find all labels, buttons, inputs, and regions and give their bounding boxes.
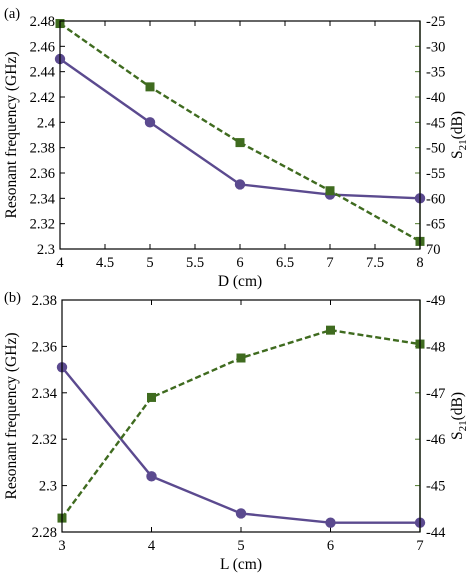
right-y-tick-label: -49 — [426, 293, 445, 309]
panel-b-plot-frame — [61, 299, 421, 533]
right-y-tick-label: -65 — [426, 217, 445, 233]
x-tick-label: 8 — [416, 255, 423, 271]
x-tick-label: 4 — [56, 255, 64, 271]
x-tick-label: 3 — [58, 538, 65, 554]
x-tick-label: 7 — [326, 255, 333, 271]
right-y-tick-label: -47 — [426, 386, 445, 402]
x-tick-label: 6.5 — [276, 255, 294, 271]
x-tick-label: 6 — [236, 255, 243, 271]
right-y-tick-label: -50 — [426, 141, 445, 157]
left-y-tick-label: 2.4 — [37, 115, 56, 131]
x-tick-label: 4.5 — [96, 255, 114, 271]
right-y-tick-label: -46 — [426, 432, 445, 448]
left-y-tick-label: 2.28 — [32, 525, 57, 541]
panel-a-left-axis-label: Resonant frequency (GHz) — [3, 52, 20, 219]
right-y-tick-label: -40 — [426, 90, 445, 106]
left-y-tick-label: 2.34 — [30, 191, 56, 207]
left-y-tick-label: 2.32 — [30, 217, 55, 233]
s21-point — [235, 138, 245, 148]
left-y-tick-label: 2.46 — [30, 39, 55, 55]
right-y-tick-label: -30 — [426, 39, 445, 55]
panel-a-ticks: 4 4.5 5 5.5 6 6.5 7 7.5 82.32.322.342.362.382.42… — [30, 14, 446, 271]
frequency-point — [234, 179, 246, 190]
left-y-tick-label: 2.32 — [32, 432, 57, 448]
s21-series-line — [59, 22, 421, 243]
panel-b-series — [56, 325, 426, 528]
panel-a-x-axis-label: D (cm) — [218, 273, 262, 290]
left-y-tick-label: 2.44 — [30, 65, 56, 81]
x-tick-label: 5 — [237, 538, 244, 554]
panel-a-right-axis-label: S21(dB) — [449, 111, 469, 159]
s21-point — [236, 353, 246, 363]
left-y-tick-label: 2.36 — [30, 166, 55, 182]
right-y-tick-label: -55 — [426, 166, 445, 182]
x-tick-label: 5 — [146, 255, 153, 271]
x-tick-label: 4 — [148, 538, 156, 554]
panel-a-label: (a) — [4, 6, 20, 22]
left-y-tick-label: 2.34 — [32, 386, 58, 402]
left-y-tick-label: 2.42 — [30, 90, 55, 106]
x-tick-label: 7 — [416, 538, 423, 554]
x-tick-label: 5.5 — [186, 255, 204, 271]
left-y-tick-label: 2.38 — [30, 141, 55, 157]
right-y-tick-label: -45 — [426, 479, 445, 495]
s21-point — [325, 186, 335, 196]
frequency-point — [146, 471, 157, 482]
frequency-series-line — [59, 58, 421, 200]
panel-a: 4 4.5 5 5.5 6 6.5 7 7.5 82.32.322.342.362.382.42… — [3, 6, 469, 290]
panel-b: 3 4 5 6 7 2.28 2.3 2.32 2.34 2.36 2.38 -49 -48 -47 -46… — [3, 290, 469, 573]
left-y-tick-label: 2.36 — [32, 339, 57, 355]
right-y-tick-label: -25 — [426, 14, 445, 30]
right-y-tick-label: -48 — [426, 339, 445, 355]
right-y-tick-label: -60 — [426, 191, 445, 207]
left-y-tick-label: 2.3 — [37, 242, 55, 258]
panel-b-ticks: 3 4 5 6 7 2.28 2.3 2.32 2.34 2.36 2.38 -49 -48 -47 -46… — [32, 293, 446, 554]
panel-a-plot-frame — [59, 20, 421, 250]
panel-b-right-axis-label: S21(dB) — [449, 392, 469, 440]
s21-point — [147, 392, 156, 402]
x-tick-label: 7.5 — [366, 255, 384, 271]
frequency-point — [235, 508, 247, 519]
frequency-point — [144, 117, 156, 128]
left-y-tick-label: 2.38 — [32, 293, 57, 309]
right-y-tick-label: -44 — [426, 525, 446, 541]
right-y-tick-label: -45 — [426, 115, 445, 131]
x-tick-label: 6 — [327, 538, 334, 554]
panel-a-series — [54, 19, 426, 246]
panel-b-x-axis-label: L (cm) — [220, 556, 262, 573]
right-y-tick-label: 70 — [426, 242, 441, 258]
s21-point — [145, 82, 155, 92]
panel-b-left-axis-label: Resonant frequency (GHz) — [3, 333, 20, 500]
s21-point — [326, 325, 335, 335]
frequency-point — [325, 517, 336, 528]
right-y-tick-label: -35 — [426, 65, 445, 81]
left-y-tick-label: 2.48 — [30, 14, 55, 30]
panel-b-label: (b) — [4, 290, 21, 306]
left-y-tick-label: 2.3 — [39, 479, 57, 495]
